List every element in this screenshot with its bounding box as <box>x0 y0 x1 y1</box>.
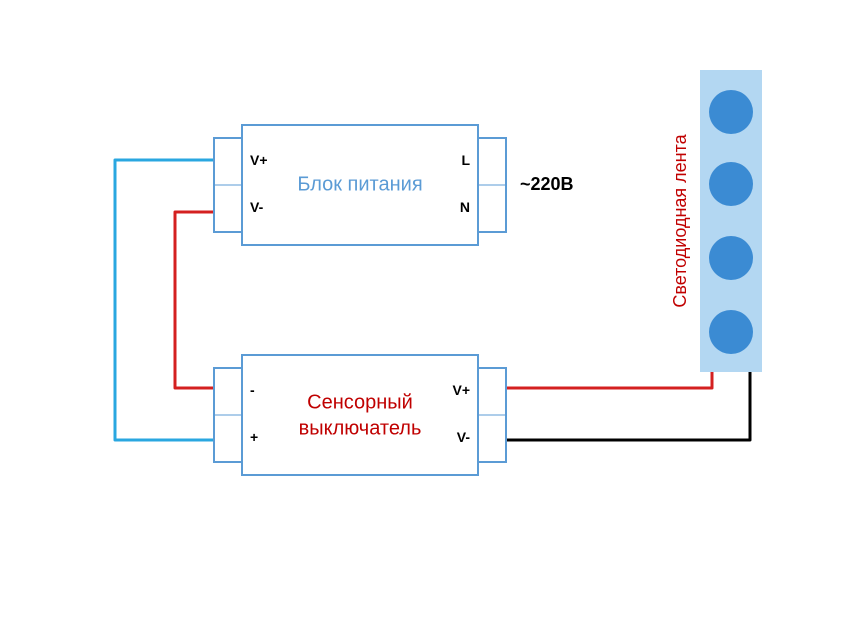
touch-switch-term-right-bottom: V- <box>457 429 471 445</box>
power-supply-term-left-top: V+ <box>250 152 268 168</box>
touch-switch-box <box>242 355 478 475</box>
touch-switch-label-1: Сенсорный <box>307 391 413 413</box>
led-dot-2 <box>709 236 753 280</box>
touch-switch-label-2: выключатель <box>299 417 422 439</box>
led-strip-label: Светодиодная лента <box>670 133 690 307</box>
power-supply-label: Блок питания <box>297 173 422 195</box>
led-dot-1 <box>709 162 753 206</box>
led-dot-3 <box>709 310 753 354</box>
touch-switch-term-left-bottom: + <box>250 429 258 445</box>
power-supply-term-right-top: L <box>461 152 470 168</box>
power-supply-term-left-bottom: V- <box>250 199 264 215</box>
touch-switch-term-right-top: V+ <box>452 382 470 398</box>
power-supply-term-right-bottom: N <box>460 199 470 215</box>
led-dot-0 <box>709 90 753 134</box>
mains-voltage-label: ~220В <box>520 174 574 194</box>
touch-switch-term-left-top: - <box>250 382 255 398</box>
